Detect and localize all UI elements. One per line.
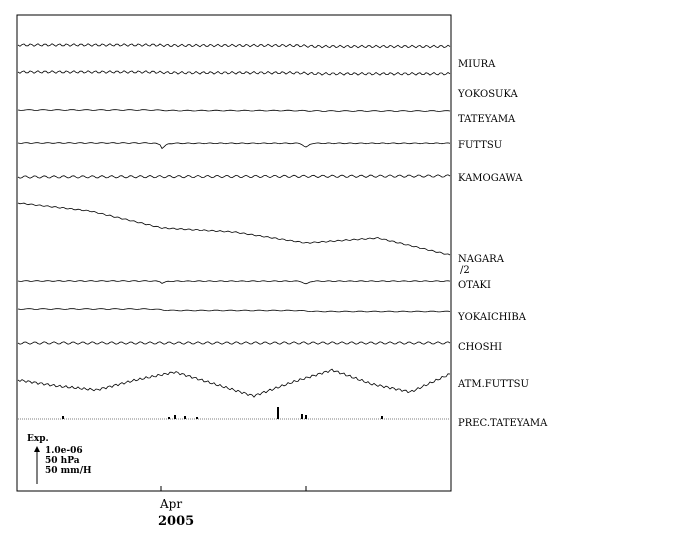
precip-bar [174,415,176,419]
trace-atm-futtsu [17,368,451,398]
series-label: MIURA [458,59,496,70]
precip-bar [301,414,303,419]
series-labels: MIURA YOKOSUKA TATEYAMA FUTTSU KAMOGAWA NAGAR… [457,59,548,429]
trace-miura [17,43,451,49]
trace-otaki [17,280,451,285]
precip-bar [196,417,198,419]
trace-tateyama [17,109,451,112]
precip-bar [168,417,170,419]
series-label: KAMOGAWA [458,173,523,184]
legend-scale-0: 1.0e-06 [45,446,83,456]
trace-nagara [17,202,451,256]
trace-kamogawa [17,174,451,179]
year-label: 2005 [158,514,194,529]
x-tick-label-0: Apr [159,497,182,511]
series-label: NAGARA [458,254,505,265]
series-traces [17,43,451,420]
divisor-note: /2 [460,265,470,276]
trace-yokaichiba [17,308,451,313]
series-label: TATEYAMA [458,114,516,125]
legend-arrow-head [34,446,40,452]
series-label: OTAKI [458,280,491,291]
series-label: YOKOSUKA [457,89,519,100]
legend-scale-2: 50 mm/H [45,466,92,476]
legend-scale-1: 50 hPa [45,456,80,466]
series-label: FUTTSU [458,140,502,151]
series-label: ATM.FUTTSU [457,379,529,390]
precip-bar [305,415,307,419]
trace-choshi [17,341,451,345]
plot-frame [16,14,452,492]
trace-futtsu [17,142,451,150]
series-label: PREC.TATEYAMA [458,418,548,429]
scale-legend: Exp. 1.0e-06 50 hPa 50 mm/H [27,434,92,484]
precip-bar [184,416,186,419]
legend-title: Exp. [27,434,49,444]
precip-bar [381,416,383,419]
series-label: CHOSHI [458,342,502,353]
trace-yokosuka [17,70,451,76]
series-label: YOKAICHIBA [457,312,527,323]
precip-bar [277,407,279,419]
precip-bar [62,416,64,419]
